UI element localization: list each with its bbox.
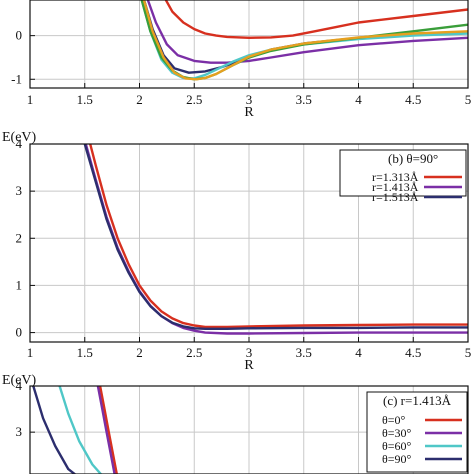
x-tick-label: 1 bbox=[27, 92, 34, 107]
y-axis-label: E(eV) bbox=[2, 130, 37, 145]
x-tick-label: 4.5 bbox=[405, 92, 421, 107]
series-line-6 bbox=[142, 0, 468, 81]
legend-label-1: r=1.313Å bbox=[372, 170, 419, 184]
legend-label-1: θ=0° bbox=[382, 413, 406, 427]
x-axis-label: R bbox=[244, 358, 254, 373]
x-tick-label: 2.5 bbox=[186, 92, 202, 107]
x-tick-label: 4 bbox=[355, 92, 362, 107]
x-tick-label: 2.5 bbox=[186, 345, 202, 360]
panel-c: 3 4E(eV) (c) r=1.413Å θ=0°θ=30°θ=60°θ=90° bbox=[2, 373, 469, 474]
x-tick-label: 1 bbox=[27, 345, 34, 360]
series-group bbox=[32, 386, 119, 474]
x-tick-label: 5 bbox=[465, 345, 472, 360]
legend-label-3: θ=60° bbox=[382, 439, 412, 453]
x-tick-label: 3.5 bbox=[296, 92, 312, 107]
series-line-1 bbox=[89, 144, 468, 329]
x-tick-label: 5 bbox=[465, 92, 472, 107]
x-tick-label: 2 bbox=[136, 92, 143, 107]
y-tick-label: 0 bbox=[16, 325, 23, 340]
y-tick-label: -1 bbox=[11, 71, 22, 86]
series-line-4 bbox=[32, 386, 77, 474]
legend-title: (c) r=1.413Å bbox=[383, 393, 452, 408]
y-tick-label: 0 bbox=[16, 28, 23, 43]
legend-title: (b) θ=90° bbox=[388, 151, 438, 166]
legend-label-2: r=1.413Å bbox=[372, 180, 419, 194]
x-tick-label: 4 bbox=[355, 345, 362, 360]
series-group bbox=[83, 144, 468, 335]
plot-frame bbox=[29, 385, 469, 474]
panel-a: -1 0 1 1.5 2 2.5 3 3.5 4 4.5 5 R bbox=[11, 0, 471, 120]
y-tick-label: 3 bbox=[16, 424, 23, 439]
series-line-1 bbox=[164, 0, 468, 39]
legend-box bbox=[339, 149, 467, 197]
series-line-1 bbox=[98, 386, 119, 474]
series-line-3 bbox=[58, 386, 103, 474]
x-tick-label: 3 bbox=[246, 345, 253, 360]
series-line-2 bbox=[96, 386, 116, 474]
y-tick-label: 2 bbox=[16, 230, 23, 245]
y-tick-label: 4 bbox=[16, 136, 23, 151]
x-tick-label: 1.5 bbox=[77, 92, 93, 107]
x-tick-label: 1.5 bbox=[77, 345, 93, 360]
series-group bbox=[140, 0, 468, 81]
x-tick-label: 3 bbox=[246, 92, 253, 107]
y-tick-label: 4 bbox=[16, 378, 23, 393]
x-tick-label: 3.5 bbox=[296, 345, 312, 360]
series-line-2 bbox=[146, 0, 468, 64]
legend-label-2: θ=30° bbox=[382, 426, 412, 440]
x-axis-label: R bbox=[244, 105, 254, 120]
series-line-3 bbox=[83, 144, 468, 330]
y-axis-label: E(eV) bbox=[2, 373, 37, 388]
legend-label-3: r=1.513Å bbox=[372, 190, 419, 204]
x-tick-label: 4.5 bbox=[405, 345, 421, 360]
x-tick-label: 2 bbox=[136, 345, 143, 360]
y-tick-label: 1 bbox=[16, 277, 23, 292]
legend-label-4: θ=90° bbox=[382, 452, 412, 466]
y-tick-label: 3 bbox=[16, 183, 23, 198]
legend: (c) r=1.413Å θ=0°θ=30°θ=60°θ=90° bbox=[366, 391, 468, 473]
